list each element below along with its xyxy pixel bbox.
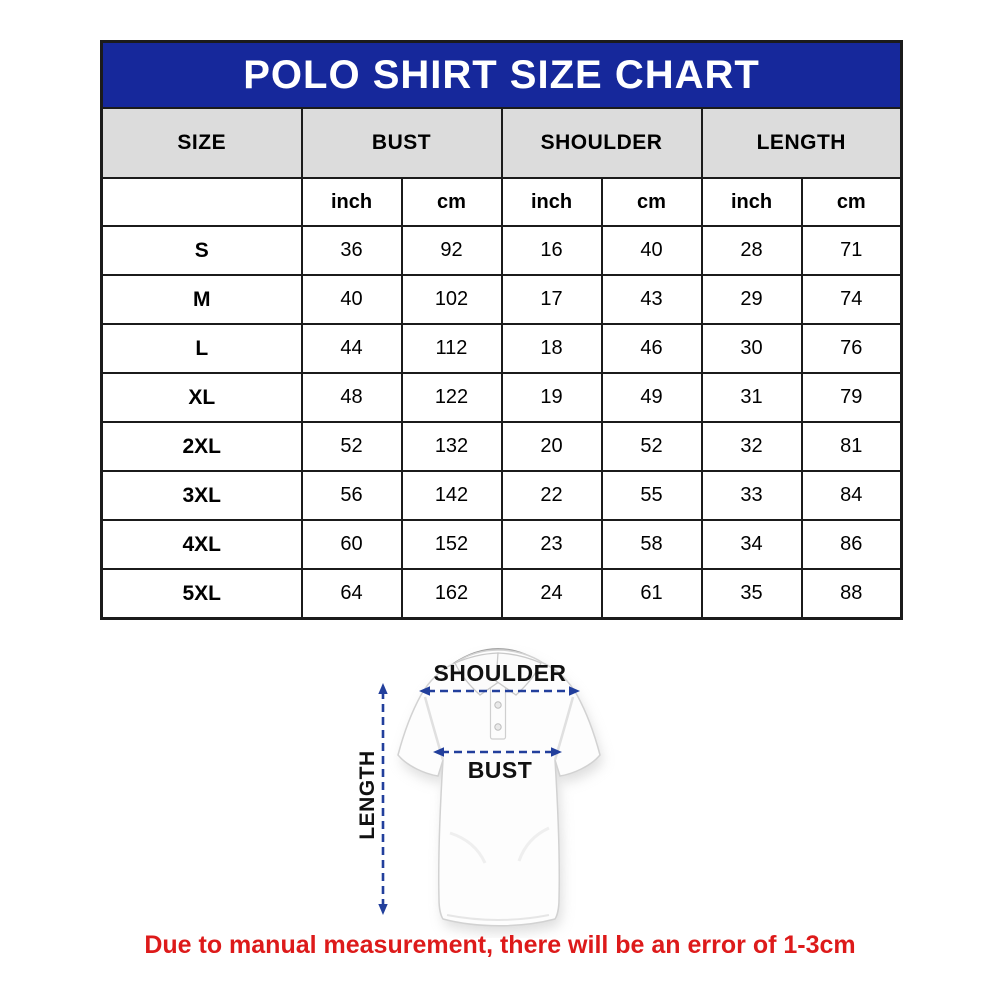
group-header-row: SIZE BUST SHOULDER LENGTH (100, 107, 903, 179)
measurement-cell: 52 (300, 421, 403, 472)
measurement-cell: 49 (600, 372, 703, 423)
measurement-cell: 40 (300, 274, 403, 325)
shoulder-measurement-label: SHOULDER (433, 660, 567, 686)
table-row: 5XL 64 162 24 61 35 88 (100, 568, 903, 620)
measurement-cell: 112 (400, 323, 503, 374)
measurement-cell: 30 (700, 323, 803, 374)
measurement-cell: 132 (400, 421, 503, 472)
size-chart-header: POLO SHIRT SIZE CHART SIZE BUST SHOULDER… (100, 40, 903, 227)
shoulder-arrow (419, 686, 580, 696)
bust-arrow (433, 747, 562, 757)
measurement-cell: 19 (500, 372, 603, 423)
length-arrow (378, 683, 388, 915)
unit-header-spacer (100, 177, 303, 227)
table-row: S 36 92 16 40 28 71 (100, 225, 903, 276)
bust-measurement-label: BUST (467, 757, 533, 783)
measurement-cell: 71 (800, 225, 903, 276)
shirt-measurement-diagram: SHOULDER BUST LENGTH (335, 633, 665, 938)
body-fold-left (449, 831, 487, 864)
body-fold-right (517, 826, 550, 862)
measurement-cell: 60 (300, 519, 403, 570)
length-measurement-label: LENGTH (356, 750, 379, 840)
measurement-cell: 46 (600, 323, 703, 374)
size-label: 5XL (100, 568, 303, 620)
measurement-cell: 64 (300, 568, 403, 620)
measurement-cell: 24 (500, 568, 603, 620)
table-row: 4XL 60 152 23 58 34 86 (100, 519, 903, 570)
measurement-error-note: Due to manual measurement, there will be… (144, 931, 856, 959)
measurement-cell: 122 (400, 372, 503, 423)
title-banner-row: POLO SHIRT SIZE CHART (100, 40, 903, 109)
measurement-cell: 81 (800, 421, 903, 472)
unit-header-length-cm: cm (800, 177, 903, 227)
measurement-cell: 79 (800, 372, 903, 423)
table-row: 3XL 56 142 22 55 33 84 (100, 470, 903, 521)
measurement-cell: 23 (500, 519, 603, 570)
column-header-shoulder: SHOULDER (500, 107, 703, 179)
measurement-cell: 34 (700, 519, 803, 570)
measurement-cell: 18 (500, 323, 603, 374)
unit-header-shoulder-cm: cm (600, 177, 703, 227)
measurement-cell: 43 (600, 274, 703, 325)
button-bottom (494, 723, 502, 731)
measurement-cell: 58 (600, 519, 703, 570)
measurement-cell: 84 (800, 470, 903, 521)
measurement-cell: 102 (400, 274, 503, 325)
measurement-cell: 48 (300, 372, 403, 423)
size-label: XL (100, 372, 303, 423)
measurement-cell: 16 (500, 225, 603, 276)
measurement-cell: 33 (700, 470, 803, 521)
table-row: L 44 112 18 46 30 76 (100, 323, 903, 374)
table-row: XL 48 122 19 49 31 79 (100, 372, 903, 423)
hem-fold (446, 914, 550, 921)
size-chart-table: POLO SHIRT SIZE CHART SIZE BUST SHOULDER… (100, 40, 904, 620)
measurement-cell: 55 (600, 470, 703, 521)
measurement-cell: 142 (400, 470, 503, 521)
measurement-cell: 52 (600, 421, 703, 472)
size-label: L (100, 323, 303, 374)
column-header-length: LENGTH (700, 107, 903, 179)
measurement-cell: 36 (300, 225, 403, 276)
size-table-body: S 36 92 16 40 28 71 M 40 102 17 43 29 74 L 44 112 18 46 30 7… (100, 225, 903, 620)
table-row: 2XL 52 132 20 52 32 81 (100, 421, 903, 472)
unit-header-length-inch: inch (700, 177, 803, 227)
measurement-cell: 61 (600, 568, 703, 620)
collar-flap-right (495, 652, 542, 696)
measurement-cell: 152 (400, 519, 503, 570)
measurement-cell: 56 (300, 470, 403, 521)
chart-title: POLO SHIRT SIZE CHART (100, 40, 903, 109)
measurement-cell: 17 (500, 274, 603, 325)
measurement-cell: 22 (500, 470, 603, 521)
measurement-cell: 92 (400, 225, 503, 276)
measurement-cell: 28 (700, 225, 803, 276)
column-header-size: SIZE (100, 107, 303, 179)
size-label: 4XL (100, 519, 303, 570)
polo-shirt-illustration (378, 648, 603, 933)
table-row: M 40 102 17 43 29 74 (100, 274, 903, 325)
measurement-cell: 20 (500, 421, 603, 472)
size-label: 2XL (100, 421, 303, 472)
measurement-cell: 31 (700, 372, 803, 423)
measurement-cell: 35 (700, 568, 803, 620)
measurement-cell: 40 (600, 225, 703, 276)
unit-header-bust-inch: inch (300, 177, 403, 227)
unit-header-row: inch cm inch cm inch cm (100, 177, 903, 227)
shirt-body (397, 649, 601, 927)
measurement-cell: 29 (700, 274, 803, 325)
column-header-bust: BUST (300, 107, 503, 179)
button-top (494, 701, 502, 709)
measurement-cell: 86 (800, 519, 903, 570)
unit-header-bust-cm: cm (400, 177, 503, 227)
size-label: S (100, 225, 303, 276)
size-label: M (100, 274, 303, 325)
measurement-cell: 162 (400, 568, 503, 620)
size-label: 3XL (100, 470, 303, 521)
measurement-cell: 74 (800, 274, 903, 325)
measurement-cell: 76 (800, 323, 903, 374)
measurement-cell: 88 (800, 568, 903, 620)
measurement-cell: 44 (300, 323, 403, 374)
unit-header-shoulder-inch: inch (500, 177, 603, 227)
measurement-cell: 32 (700, 421, 803, 472)
